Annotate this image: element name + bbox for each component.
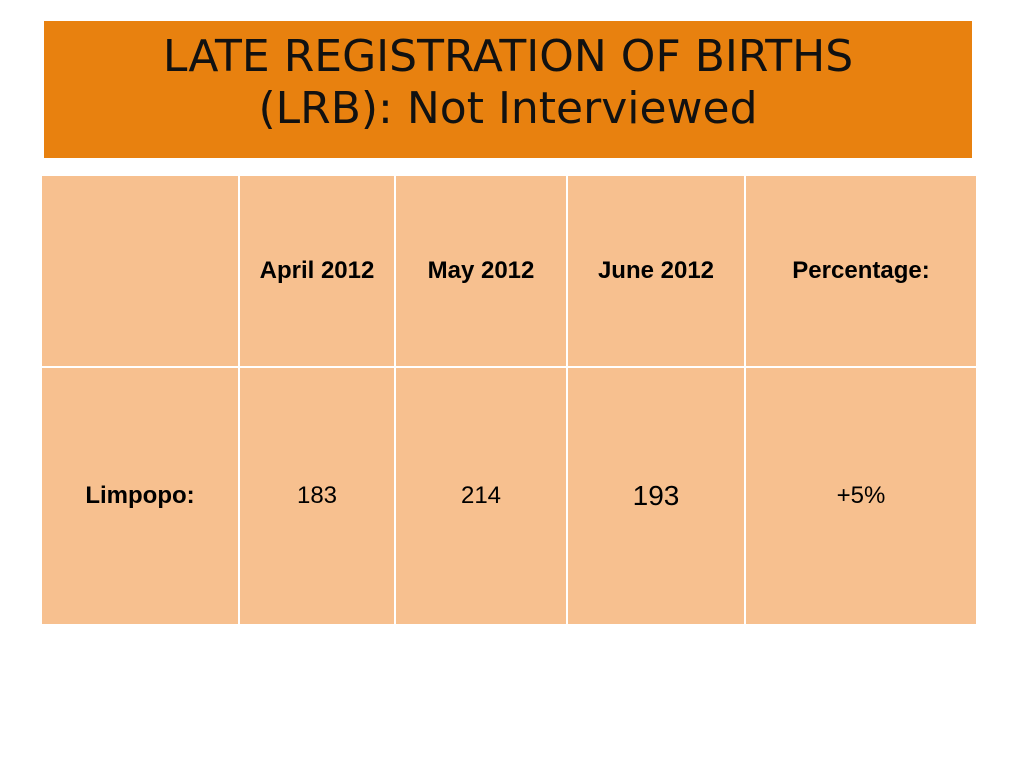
header-cell: Percentage: [744, 174, 978, 368]
title-line: (LRB): Not Interviewed [258, 83, 758, 134]
cell: +5% [744, 366, 978, 626]
cell: 193 [566, 366, 746, 626]
title-bar: LATE REGISTRATION OF BIRTHS (LRB): Not I… [44, 21, 972, 158]
header-row: April 2012 May 2012 June 2012 Percentage… [40, 174, 978, 368]
title-line: LATE REGISTRATION OF BIRTHS [162, 31, 854, 82]
data-table: April 2012 May 2012 June 2012 Percentage… [40, 174, 978, 626]
header-cell: April 2012 [238, 174, 396, 368]
cell: 183 [238, 366, 396, 626]
cell: 214 [394, 366, 568, 626]
data-row: Limpopo: 183 214 193 +5% [40, 366, 978, 626]
header-cell: May 2012 [394, 174, 568, 368]
header-cell: June 2012 [566, 174, 746, 368]
header-cell [40, 174, 240, 368]
row-label: Limpopo: [40, 366, 240, 626]
